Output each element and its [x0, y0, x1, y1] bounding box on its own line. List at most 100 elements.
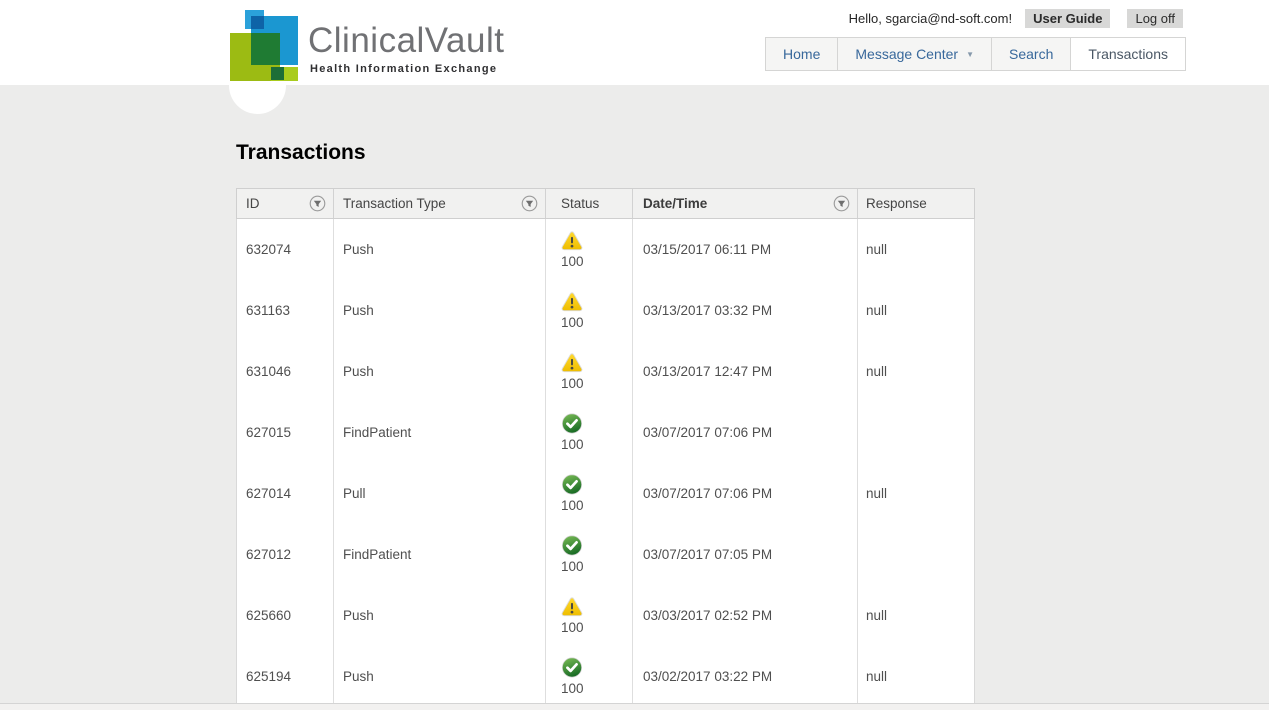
column-label: Transaction Type: [343, 196, 446, 211]
cell-id: 627012: [237, 524, 334, 585]
cell-datetime: 03/03/2017 02:52 PM: [633, 585, 858, 646]
warning-icon: [561, 352, 583, 373]
cell-status: 100: [546, 341, 633, 402]
status-code: 100: [561, 376, 584, 392]
cell-datetime: 03/07/2017 07:05 PM: [633, 524, 858, 585]
filter-icon[interactable]: [309, 195, 326, 212]
filter-icon[interactable]: [521, 195, 538, 212]
status-code: 100: [561, 498, 584, 514]
cell-response: null: [866, 608, 888, 623]
logo-square-icon: [251, 33, 280, 65]
cell-id: 627014: [237, 463, 334, 524]
status-indicator: [561, 230, 583, 251]
table-header-row: ID Transaction Type Status Date/Time Res…: [236, 188, 975, 219]
cell-datetime: 03/07/2017 07:06 PM: [633, 463, 858, 524]
cell-id: 625660: [237, 585, 334, 646]
cell-transaction-type: Pull: [334, 463, 546, 524]
cell-status: 100: [546, 524, 633, 585]
cell-response: [858, 402, 974, 463]
status-code: 100: [561, 559, 584, 575]
column-label: Response: [866, 196, 927, 211]
column-label: ID: [246, 196, 260, 211]
logo-subtitle: Health Information Exchange: [310, 63, 498, 75]
column-header-datetime[interactable]: Date/Time: [633, 189, 858, 218]
tab-label: Transactions: [1088, 46, 1168, 62]
tab-label: Search: [1009, 46, 1054, 62]
cell-datetime: 03/02/2017 03:22 PM: [633, 646, 858, 707]
table-row[interactable]: 632074 Push 100 03/15/2017 06:11 PM null: [237, 219, 974, 280]
table-row[interactable]: 627014 Pull 100 03/07/2017 07:06 PM null: [237, 463, 974, 524]
logo-square-icon: [271, 67, 284, 80]
cell-response: null: [866, 669, 888, 684]
cell-response: [858, 524, 974, 585]
status-indicator: [561, 657, 583, 678]
tab-transactions[interactable]: Transactions: [1070, 37, 1186, 71]
success-check-icon: [561, 474, 583, 495]
cell-datetime: 03/13/2017 12:47 PM: [633, 341, 858, 402]
table-row[interactable]: 627012 FindPatient 100 03/07/2017 07:05 …: [237, 524, 974, 585]
cell-datetime: 03/15/2017 06:11 PM: [633, 219, 858, 280]
filter-icon[interactable]: [833, 195, 850, 212]
column-header-response[interactable]: Response: [858, 189, 974, 218]
tab-search[interactable]: Search: [991, 37, 1072, 71]
cell-transaction-type: Push: [334, 280, 546, 341]
table-row[interactable]: 625660 Push 100 03/03/2017 02:52 PM null: [237, 585, 974, 646]
status-code: 100: [561, 254, 584, 270]
cell-status: 100: [546, 402, 633, 463]
column-header-transaction-type[interactable]: Transaction Type: [334, 189, 546, 218]
status-indicator: [561, 413, 583, 434]
cell-response: null: [866, 242, 888, 257]
user-bar: Hello, sgarcia@nd-soft.com! User Guide L…: [849, 9, 1183, 28]
table-row[interactable]: 631046 Push 100 03/13/2017 12:47 PM null: [237, 341, 974, 402]
column-label: Date/Time: [643, 196, 708, 211]
user-guide-button[interactable]: User Guide: [1025, 9, 1111, 28]
status-indicator: [561, 352, 583, 373]
cell-transaction-type: Push: [334, 341, 546, 402]
logo-square-icon: [251, 16, 264, 29]
app-header: ClinicalVault Health Information Exchang…: [0, 0, 1269, 114]
cell-id: 631163: [237, 280, 334, 341]
cell-transaction-type: Push: [334, 646, 546, 707]
page-title: Transactions: [236, 141, 366, 164]
greeting-text: Hello, sgarcia@nd-soft.com!: [848, 11, 1013, 26]
cell-transaction-type: FindPatient: [334, 524, 546, 585]
tab-home[interactable]: Home: [765, 37, 839, 71]
cell-response: null: [866, 303, 888, 318]
logo-title: ClinicalVault: [308, 21, 505, 60]
cell-status: 100: [546, 463, 633, 524]
success-check-icon: [561, 535, 583, 556]
table-body: 632074 Push 100 03/15/2017 06:11 PM null…: [236, 219, 975, 708]
column-header-status[interactable]: Status: [546, 189, 633, 218]
warning-icon: [561, 291, 583, 312]
cell-id: 631046: [237, 341, 334, 402]
cell-id: 625194: [237, 646, 334, 707]
warning-icon: [561, 230, 583, 251]
status-code: 100: [561, 437, 584, 453]
cell-datetime: 03/13/2017 03:32 PM: [633, 280, 858, 341]
cell-status: 100: [546, 646, 633, 707]
status-indicator: [561, 291, 583, 312]
cell-transaction-type: FindPatient: [334, 402, 546, 463]
status-code: 100: [561, 620, 584, 636]
cell-id: 632074: [237, 219, 334, 280]
table-row[interactable]: 631163 Push 100 03/13/2017 03:32 PM null: [237, 280, 974, 341]
cell-status: 100: [546, 280, 633, 341]
cell-transaction-type: Push: [334, 585, 546, 646]
horizontal-scrollbar[interactable]: [0, 703, 1269, 710]
cell-status: 100: [546, 219, 633, 280]
cell-response: null: [866, 364, 888, 379]
column-header-id[interactable]: ID: [237, 189, 334, 218]
table-row[interactable]: 627015 FindPatient 100 03/07/2017 07:06 …: [237, 402, 974, 463]
app-logo[interactable]: ClinicalVault Health Information Exchang…: [228, 8, 528, 86]
column-label: Status: [561, 196, 600, 211]
log-off-button[interactable]: Log off: [1127, 9, 1183, 28]
cell-transaction-type: Push: [334, 219, 546, 280]
tab-label: Message Center: [855, 46, 959, 62]
tab-message-center[interactable]: Message Center ▼: [837, 37, 993, 71]
status-code: 100: [561, 315, 584, 331]
main-nav: Home Message Center ▼ Search Transaction…: [765, 37, 1186, 71]
chevron-down-icon: ▼: [966, 49, 975, 59]
success-check-icon: [561, 413, 583, 434]
status-indicator: [561, 474, 583, 495]
table-row[interactable]: 625194 Push 100 03/02/2017 03:22 PM null: [237, 646, 974, 707]
